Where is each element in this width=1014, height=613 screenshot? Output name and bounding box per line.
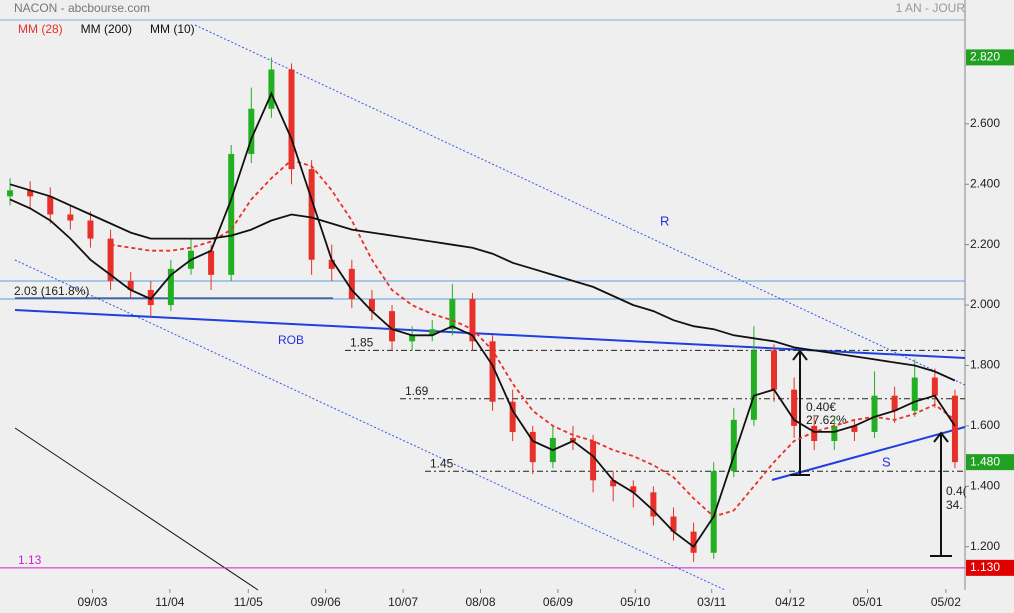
candle-body (951, 395, 958, 463)
candle-body (208, 250, 215, 275)
candle-body (469, 299, 476, 342)
annotation: 0.4( (946, 484, 967, 498)
y-tick-label: 1.600 (970, 418, 1000, 432)
candle-body (328, 259, 335, 269)
x-tick-label: 04/12 (775, 595, 805, 609)
candle-body (811, 425, 818, 441)
channel-top (194, 24, 966, 386)
candle-body (47, 196, 54, 215)
x-tick-label: 11/05 (234, 595, 263, 609)
candle-body (348, 268, 355, 300)
period: 1 AN - JOUR (896, 1, 966, 15)
x-tick-label: 10/07 (388, 595, 418, 609)
candle-body (288, 69, 295, 170)
y-tick-label: 1.200 (970, 539, 1000, 553)
candle-body (750, 350, 757, 420)
candle-body (931, 377, 938, 396)
x-tick-label: 03/11 (697, 595, 726, 609)
candle-body (851, 425, 858, 432)
chart-title: NACON - abcbourse.com (14, 1, 150, 15)
candle-body (630, 486, 637, 493)
candle-body (529, 431, 536, 463)
price-tag-label: 2.820 (970, 50, 1000, 64)
y-tick-label: 1.800 (970, 358, 1000, 372)
price-tag (966, 559, 1014, 576)
annotation: ROB (278, 333, 304, 347)
annotation: R (660, 213, 669, 228)
annotation: 27.62% (806, 413, 847, 427)
y-tick-label: 1.400 (970, 478, 1000, 492)
channel-bottom (14, 259, 726, 591)
candle-body (429, 329, 436, 336)
candle-body (831, 425, 838, 441)
x-tick-label: 06/09 (543, 595, 573, 609)
price-tag (966, 49, 1014, 66)
candle-body (911, 377, 918, 411)
candle-body (610, 480, 617, 487)
candle-body (389, 311, 396, 342)
candle-body (449, 299, 456, 330)
y-tick-label: 2.400 (970, 176, 1000, 190)
candle-body (569, 437, 576, 441)
x-tick-label: 09/03 (77, 595, 107, 609)
level-label: 1.69 (405, 384, 429, 398)
candle-body (489, 341, 496, 402)
candle-body (590, 440, 597, 481)
x-tick-label: 11/04 (155, 595, 184, 609)
x-tick-label: 05/10 (620, 595, 650, 609)
annotation: S (882, 454, 891, 469)
candle-body (670, 516, 677, 532)
candle-body (27, 190, 34, 197)
candle-body (67, 214, 74, 221)
candle-body (509, 401, 516, 432)
candle-body (7, 190, 14, 197)
x-tick-label: 09/06 (311, 595, 341, 609)
x-tick-label: 05/01 (852, 595, 882, 609)
y-tick-label: 2.600 (970, 116, 1000, 130)
price-tag-label: 1.480 (970, 454, 1000, 468)
y-tick-label: 2.200 (970, 237, 1000, 251)
diagonal-line (14, 427, 259, 591)
candle-body (127, 280, 134, 290)
candle-body (871, 395, 878, 432)
x-tick-label: 05/02 (931, 595, 961, 609)
arrows (790, 349, 952, 557)
annotation: 0.40€ (806, 400, 836, 414)
candle-body (690, 531, 697, 553)
moving-average (9, 183, 956, 382)
legend-entry: MM (10) (150, 22, 195, 36)
candle-body (409, 335, 416, 342)
candle-body (167, 268, 174, 306)
legend-entry: MM (28) (18, 22, 63, 36)
annotation: 34. (946, 498, 963, 512)
candle-body (710, 471, 717, 553)
price-tag-label: 1.130 (970, 560, 1000, 574)
candle-body (87, 220, 94, 239)
price-tag (966, 454, 1014, 471)
candle-body (308, 169, 315, 260)
y-tick-label: 2.000 (970, 297, 1000, 311)
candle-body (791, 389, 798, 426)
candle-body (891, 395, 898, 411)
support-label: 1.13 (18, 553, 42, 567)
moving-average (9, 91, 956, 548)
candle-body (228, 154, 235, 275)
candle-body (650, 492, 657, 517)
legend-entry: MM (200) (81, 22, 132, 36)
annotation: 2.03 (161.8%) (14, 284, 89, 298)
level-label: 1.85 (350, 336, 374, 350)
candle-body (771, 350, 778, 390)
level-label: 1.45 (430, 456, 454, 470)
candle-body (147, 289, 154, 306)
candle-body (268, 69, 275, 109)
candle-body (730, 419, 737, 472)
candle-body (248, 108, 255, 155)
x-tick-label: 08/08 (465, 595, 495, 609)
candle-body (107, 238, 114, 281)
candle-body (368, 299, 375, 312)
